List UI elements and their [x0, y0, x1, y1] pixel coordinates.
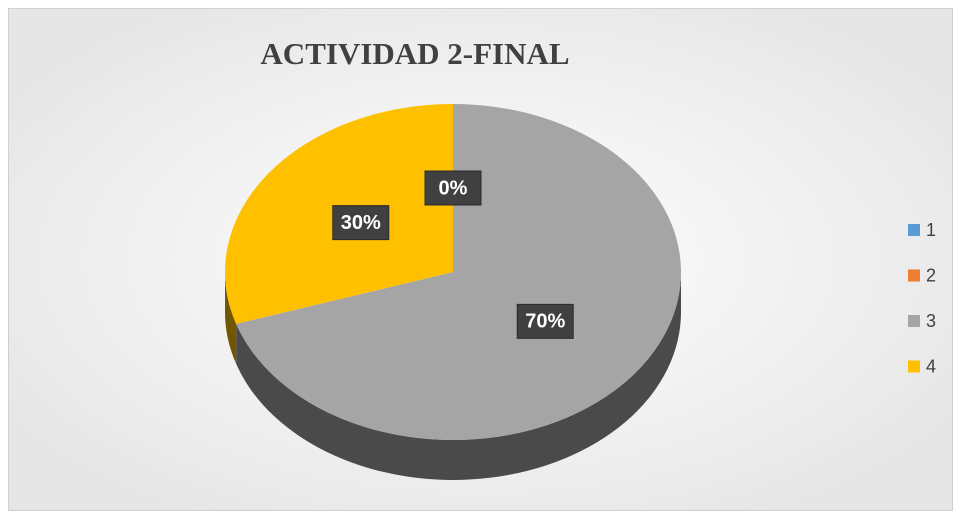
data-label: 0%: [424, 170, 482, 206]
pie-side: [236, 272, 681, 480]
data-label-box: [332, 205, 390, 241]
data-label-box: [516, 303, 574, 339]
legend-swatch: [908, 360, 920, 373]
legend-swatch: [908, 315, 920, 327]
legend-label: 4: [926, 356, 936, 376]
data-label-box: [424, 170, 482, 206]
legend-swatch: [908, 224, 920, 236]
chart-title: ACTIVIDAD 2-FINAL: [260, 36, 569, 71]
data-label-text: 30%: [341, 212, 381, 234]
data-label-text: 0%: [439, 177, 468, 199]
data-label-text: 70%: [525, 311, 565, 333]
legend-label: 2: [926, 265, 936, 285]
pie-slice: [236, 104, 681, 441]
pie-side: [225, 272, 237, 364]
data-label: 30%: [332, 205, 390, 241]
legend-label: 1: [926, 220, 936, 240]
legend-swatch: [908, 269, 920, 282]
legend-label: 3: [926, 311, 936, 331]
data-label: 70%: [516, 303, 574, 339]
